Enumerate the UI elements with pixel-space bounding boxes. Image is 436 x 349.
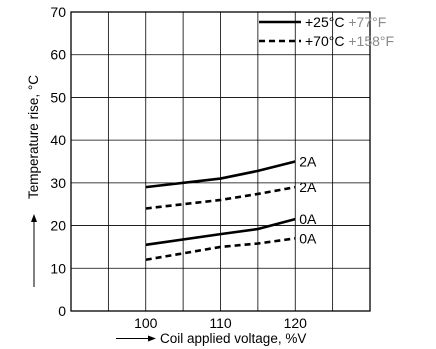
y-axis-label: Temperature rise, °C	[26, 75, 41, 199]
series-line-0a-dashed	[145, 237, 296, 262]
y-tick-label: 70	[50, 4, 66, 20]
data-series	[145, 160, 296, 262]
y-axis-title: Temperature rise, °C	[26, 75, 41, 287]
y-axis-arrow-head	[31, 214, 37, 222]
x-axis-label: Coil applied voltage, %V	[160, 331, 306, 346]
x-tick-label: 110	[209, 315, 232, 331]
y-tick-label: 0	[58, 303, 66, 319]
y-axis-tick-labels: 0 10 20 30 40 50 60 70	[50, 4, 66, 319]
curve-label-0a: 0A	[299, 211, 317, 227]
plot-frame	[70, 11, 371, 312]
series-line-2a-solid	[145, 160, 296, 189]
x-axis-tick-labels: 100 110 120	[134, 315, 307, 331]
legend-label-celsius: +25°C	[305, 14, 348, 30]
curve-label-2a: 2A	[299, 179, 317, 195]
y-tick-label: 30	[50, 175, 66, 191]
y-tick-label: 10	[50, 260, 66, 276]
legend: +25°C +77°F+70°C +158°F	[259, 14, 394, 49]
curve-label-0a: 0A	[299, 230, 317, 246]
legend-label: +70°C +158°F	[305, 33, 394, 49]
y-tick-label: 40	[50, 132, 66, 148]
curve-label-2a: 2A	[299, 154, 317, 170]
legend-label-fahrenheit: +158°F	[348, 33, 394, 49]
legend-label-fahrenheit: +77°F	[348, 14, 386, 30]
series-line-0a-solid	[145, 217, 296, 247]
legend-label: +25°C +77°F	[305, 14, 386, 30]
x-axis-arrow-head	[148, 335, 156, 342]
curve-labels: 2A 2A 0A 0A	[299, 154, 317, 247]
x-tick-label: 100	[134, 315, 158, 331]
y-tick-label: 20	[50, 218, 66, 234]
y-tick-label: 60	[50, 47, 66, 63]
y-tick-label: 50	[50, 89, 66, 105]
series-line-2a-dashed	[145, 185, 296, 210]
legend-label-celsius: +70°C	[305, 33, 348, 49]
grid-lines	[71, 12, 370, 311]
x-tick-label: 120	[284, 315, 308, 331]
x-axis-title: Coil applied voltage, %V	[116, 331, 306, 346]
